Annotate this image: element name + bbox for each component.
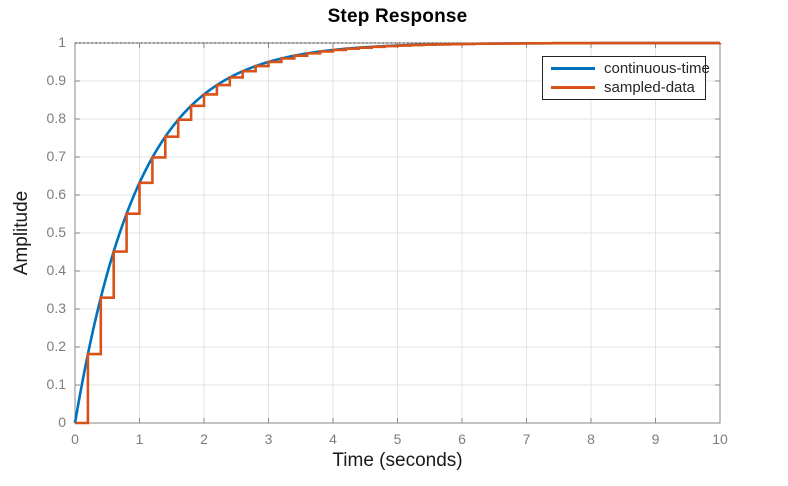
- x-tick-label: 10: [712, 431, 728, 447]
- y-tick-label: 0.3: [46, 300, 66, 316]
- x-tick-label: 8: [587, 431, 595, 447]
- legend-line-swatch: [551, 67, 595, 70]
- x-tick-label: 5: [393, 431, 402, 447]
- legend: continuous-time sampled-data: [542, 56, 710, 100]
- x-tick-label: 1: [135, 431, 144, 447]
- x-tick-label: 7: [522, 431, 531, 447]
- x-tick-label: 6: [458, 431, 466, 447]
- legend-label: continuous-time: [604, 60, 710, 77]
- y-tick-label: 0.5: [46, 224, 66, 240]
- x-tick-label: 3: [264, 431, 273, 447]
- legend-label: sampled-data: [604, 79, 695, 96]
- y-tick-label: 0.9: [46, 72, 66, 88]
- plot-title: Step Response: [327, 6, 468, 27]
- y-tick-label: 0.2: [46, 338, 66, 354]
- legend-item-continuous-time: continuous-time: [543, 61, 710, 76]
- y-tick-label: 0.1: [46, 376, 66, 392]
- x-axis-label: Time (seconds): [332, 450, 463, 471]
- x-tick-label: 0: [71, 431, 79, 447]
- y-tick-label: 0.8: [46, 110, 66, 126]
- x-tick-label: 2: [200, 431, 208, 447]
- sampled-data-stairs: [75, 41, 722, 425]
- legend-line-swatch: [551, 86, 595, 89]
- y-tick-label: 0: [58, 414, 66, 430]
- y-tick-label: 1: [58, 34, 66, 50]
- x-tick-label: 4: [329, 431, 337, 447]
- legend-item-sampled-data: sampled-data: [543, 80, 705, 95]
- x-tick-label: 9: [651, 431, 660, 447]
- y-tick-label: 0.6: [46, 186, 66, 202]
- y-tick-label: 0.7: [46, 148, 66, 164]
- y-tick-label: 0.4: [46, 262, 66, 278]
